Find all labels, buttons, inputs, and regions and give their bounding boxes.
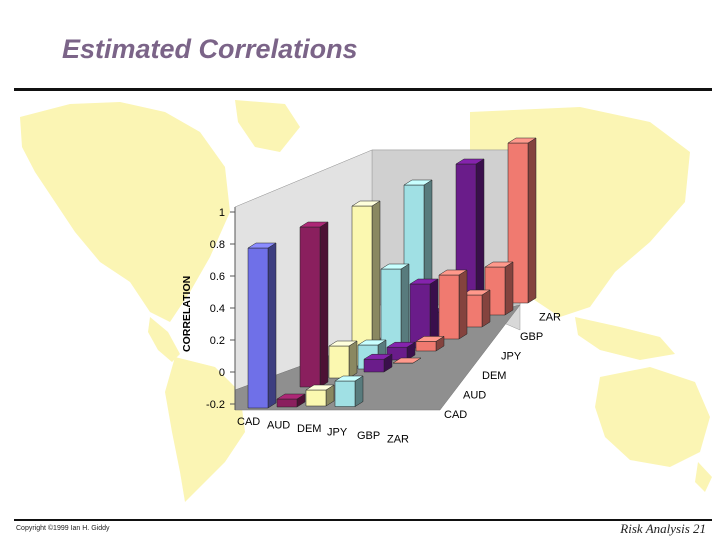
page-label: Risk Analysis 21 [620,521,706,536]
slide-title: Estimated Correlations [62,34,358,64]
y-tick-label: -0.2 [206,399,225,411]
bar-cad-cad [247,242,277,409]
y-tick-label: 0.6 [210,271,225,283]
bar-cad-jpy [334,375,364,408]
map-central-america [148,317,180,362]
bar-cad-gbp [363,353,393,373]
map-new-zealand [695,462,712,492]
bar-aud-aud [299,221,329,388]
map-australia [595,367,710,467]
depth-tick-label: CAD [444,409,467,421]
depth-tick-label: JPY [501,351,522,363]
y-axis-label: CORRELATION [181,276,193,352]
x-tick-label: AUD [267,420,290,432]
depth-tick-label: DEM [482,370,506,382]
bar-cad-zar [392,357,422,364]
bar-aud-dem [328,340,358,379]
map-north-america [20,102,230,322]
map-southeast-asia [575,317,675,360]
bar-jpy-zar [461,289,491,328]
y-tick-label: 1 [219,207,225,219]
map-greenland [235,100,300,152]
x-tick-label: ZAR [387,434,409,446]
y-tick-label: 0.2 [210,335,225,347]
y-tick-label: 0.8 [210,239,225,251]
depth-tick-label: AUD [463,390,486,402]
bar-dem-gbp [409,278,439,349]
top-rule [14,88,712,91]
depth-tick-label: GBP [520,331,543,343]
x-tick-label: CAD [237,416,260,428]
x-tick-label: DEM [297,423,321,435]
y-tick-label: 0.4 [210,303,225,315]
bar-dem-zar [438,269,468,340]
depth-tick-label: ZAR [539,312,561,324]
bar-dem-dem [351,200,381,367]
bar-cad-aud [276,393,306,408]
bar-cad-dem [305,384,335,407]
bottom-rule [14,519,712,521]
y-tick-label: 0 [219,367,225,379]
copyright-text: Copyright ©1999 Ian H. Giddy [16,525,110,532]
x-tick-label: JPY [327,427,348,439]
bar-aud-zar [415,335,445,352]
map-south-america [165,357,245,502]
x-tick-label: GBP [357,430,380,442]
bar-dem-jpy [380,263,410,358]
